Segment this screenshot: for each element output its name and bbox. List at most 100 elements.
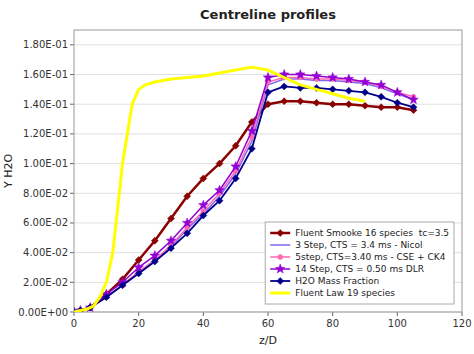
data-point [216, 160, 223, 167]
tick-label: 100 [388, 318, 407, 329]
legend-item: 5step, CTS=3.40 ms - CSE + CK4 [270, 252, 445, 262]
data-point [265, 89, 272, 96]
tick-label: 2.00E-02 [23, 277, 68, 288]
plot-area [74, 67, 418, 312]
legend-marker [278, 255, 283, 260]
plot-frame [74, 30, 462, 312]
grid-line [74, 193, 462, 194]
data-point [151, 237, 158, 244]
tick-label: 6.00E-02 [23, 217, 68, 228]
tick-mark [70, 104, 74, 105]
legend-swatch [270, 244, 290, 246]
data-point [248, 145, 255, 152]
tick-mark [397, 312, 398, 316]
tick-mark [70, 193, 74, 194]
series-line [74, 86, 414, 312]
data-point [362, 89, 369, 96]
legend-label: 14 Step, CTS = 0.50 ms DLR [295, 264, 424, 274]
tick-mark [70, 312, 74, 313]
data-point [344, 74, 354, 83]
tick-mark [70, 252, 74, 253]
data-point [394, 99, 401, 106]
data-point [281, 98, 288, 105]
tick-mark [74, 312, 75, 316]
data-point [168, 215, 175, 222]
tick-label: 120 [452, 318, 471, 329]
data-point [362, 102, 369, 109]
data-point [345, 87, 352, 94]
legend-label: Fluent Smooke 16 species tc=3.5 [295, 228, 449, 238]
data-point [104, 295, 109, 300]
y-axis-label: Y H2O [2, 154, 15, 189]
data-point [199, 200, 209, 209]
series [74, 70, 418, 312]
tick-mark [138, 312, 139, 316]
tick-label: 1.80E-01 [23, 39, 68, 50]
data-point [184, 193, 191, 200]
tick-mark [70, 74, 74, 75]
data-point [296, 70, 306, 79]
legend-box [265, 222, 454, 304]
data-point [345, 101, 352, 108]
data-point [135, 270, 142, 277]
grid-line [74, 163, 462, 164]
legend-marker [277, 230, 284, 237]
tick-mark [268, 312, 269, 316]
data-point [200, 212, 207, 219]
data-point [232, 175, 239, 182]
tick-mark [70, 222, 74, 223]
legend-swatch [270, 292, 290, 295]
tick-mark [70, 133, 74, 134]
data-point [232, 142, 239, 149]
legend-marker [277, 278, 284, 285]
legend: Fluent Smooke 16 species tc=3.5 3 Step, C… [265, 222, 454, 304]
data-point [200, 175, 207, 182]
tick-mark [70, 163, 74, 164]
legend-item: Fluent Smooke 16 species tc=3.5 [270, 228, 449, 238]
tick-label: 20 [132, 318, 145, 329]
data-point [329, 101, 336, 108]
tick-label: 1.60E-01 [23, 69, 68, 80]
data-point [184, 230, 191, 237]
legend-item: 14 Step, CTS = 0.50 ms DLR [270, 264, 424, 274]
tick-label: 80 [326, 318, 339, 329]
tick-mark [332, 312, 333, 316]
data-point [215, 185, 225, 194]
legend-label: 5step, CTS=3.40 ms - CSE + CK4 [295, 252, 445, 262]
data-point [360, 77, 370, 86]
data-point [103, 294, 110, 301]
legend-item: 3 Step, CTS = 3.4 ms - Nicol [270, 240, 422, 250]
tick-mark [462, 312, 463, 316]
legend-marker [275, 264, 285, 273]
grid-line [74, 133, 462, 134]
tick-label: 0.00E+00 [18, 307, 68, 318]
tick-label: 1.00E-01 [23, 158, 68, 169]
tick-label: 1.20E-01 [23, 128, 68, 139]
data-point [328, 72, 338, 81]
series-line [74, 79, 414, 312]
data-point [378, 93, 385, 100]
legend-label: Fluent Law 19 species [295, 288, 395, 298]
legend-label: H2O Mass Fraction [295, 276, 379, 286]
data-point [182, 218, 192, 227]
data-point [151, 258, 158, 265]
tick-label: 40 [197, 318, 210, 329]
data-point [409, 95, 419, 104]
tick-label: 8.00E-02 [23, 188, 68, 199]
series-line [74, 75, 414, 312]
tick-label: 0 [71, 318, 77, 329]
tick-mark [203, 312, 204, 316]
tick-label: 4.00E-02 [23, 247, 68, 258]
data-point [376, 80, 386, 89]
legend-item: H2O Mass Fraction [270, 276, 379, 286]
data-point [410, 104, 417, 111]
data-point [166, 236, 176, 245]
chart: 0.00E+00 2.00E-02 4.00E-02 6.00E-02 8.00E-02… [0, 0, 474, 354]
data-point [297, 98, 304, 105]
data-point [231, 162, 241, 171]
x-axis-label: z/D [259, 334, 277, 347]
tick-label: 1.40E-01 [23, 99, 68, 110]
data-point [281, 83, 288, 90]
data-point [119, 282, 126, 289]
tick-mark [70, 44, 74, 45]
